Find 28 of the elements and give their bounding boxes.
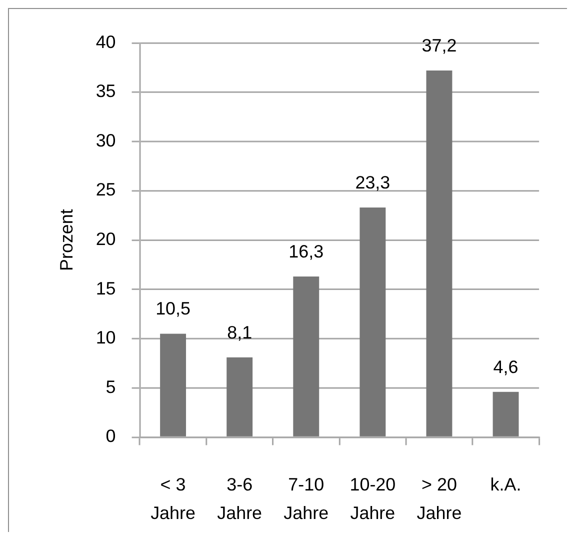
x-tick-label: 7-10 Jahre — [284, 474, 329, 524]
x-tick-label: 10-20 Jahre — [350, 474, 396, 524]
data-label: 8,1 — [227, 322, 252, 342]
bar — [160, 334, 186, 436]
y-tick-label: 20 — [96, 229, 116, 250]
data-label: 37,2 — [422, 36, 457, 56]
x-tick-label: k.A. — [490, 474, 522, 494]
y-tick-label: 40 — [96, 32, 116, 52]
bar — [492, 392, 519, 436]
y-tick-label: 0 — [106, 426, 116, 446]
y-axis-title: Prozent — [56, 209, 77, 271]
data-label: 16,3 — [288, 242, 324, 262]
x-tick-label: 3-6 Jahre — [217, 474, 262, 524]
bar — [226, 357, 253, 436]
y-tick-label: 15 — [96, 278, 116, 298]
y-tick-label: 10 — [96, 328, 116, 348]
y-tick-label: 35 — [96, 81, 116, 102]
x-tick-label: > 20 Jahre — [416, 474, 462, 524]
data-label: 23,3 — [355, 172, 390, 193]
bar — [426, 70, 452, 436]
bar — [360, 208, 386, 436]
bar — [293, 276, 320, 436]
y-tick-label: 5 — [106, 376, 116, 397]
y-tick-label: 25 — [96, 180, 116, 200]
x-tick-label: < 3 Jahre — [150, 474, 196, 524]
y-tick-label: 30 — [96, 130, 116, 150]
data-label: 10,5 — [156, 298, 191, 319]
data-label: 4,6 — [493, 356, 518, 377]
